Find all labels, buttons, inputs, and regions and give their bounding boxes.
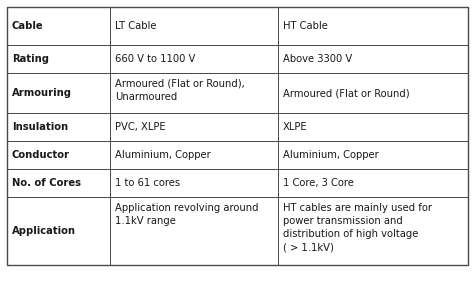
Text: Cable: Cable xyxy=(12,21,44,31)
Bar xyxy=(278,113,468,141)
Text: Application revolving around
1.1kV range: Application revolving around 1.1kV range xyxy=(115,203,258,226)
Bar xyxy=(278,169,468,197)
Bar xyxy=(7,141,110,169)
Bar xyxy=(278,45,468,73)
Bar xyxy=(278,7,468,45)
Bar xyxy=(110,169,278,197)
Bar xyxy=(7,73,110,113)
Text: No. of Cores: No. of Cores xyxy=(12,178,81,188)
Bar xyxy=(7,197,110,265)
Bar xyxy=(7,7,110,45)
Text: Rating: Rating xyxy=(12,54,49,64)
Bar xyxy=(7,113,110,141)
Text: HT cables are mainly used for
power transmission and
distribution of high voltag: HT cables are mainly used for power tran… xyxy=(283,203,432,253)
Bar xyxy=(278,73,468,113)
Text: PVC, XLPE: PVC, XLPE xyxy=(115,122,165,132)
Bar xyxy=(110,7,278,45)
Bar xyxy=(7,7,468,265)
Text: HT Cable: HT Cable xyxy=(283,21,328,31)
Text: XLPE: XLPE xyxy=(283,122,308,132)
Bar xyxy=(7,45,110,73)
Text: Above 3300 V: Above 3300 V xyxy=(283,54,352,64)
Bar xyxy=(110,73,278,113)
Text: Armoured (Flat or Round),
Unarmoured: Armoured (Flat or Round), Unarmoured xyxy=(115,79,245,102)
Bar xyxy=(278,197,468,265)
Text: 1 to 61 cores: 1 to 61 cores xyxy=(115,178,180,188)
Text: 1 Core, 3 Core: 1 Core, 3 Core xyxy=(283,178,354,188)
Bar xyxy=(110,45,278,73)
Text: Conductor: Conductor xyxy=(12,150,70,160)
Bar xyxy=(7,169,110,197)
Text: 660 V to 1100 V: 660 V to 1100 V xyxy=(115,54,195,64)
Text: Armouring: Armouring xyxy=(12,88,72,98)
Text: Aluminium, Copper: Aluminium, Copper xyxy=(283,150,379,160)
Text: LT Cable: LT Cable xyxy=(115,21,156,31)
Bar xyxy=(110,197,278,265)
Text: Aluminium, Copper: Aluminium, Copper xyxy=(115,150,211,160)
Text: Armoured (Flat or Round): Armoured (Flat or Round) xyxy=(283,88,410,98)
Bar xyxy=(110,141,278,169)
Bar xyxy=(278,141,468,169)
Text: Application: Application xyxy=(12,226,76,236)
Text: Insulation: Insulation xyxy=(12,122,68,132)
Bar xyxy=(110,113,278,141)
